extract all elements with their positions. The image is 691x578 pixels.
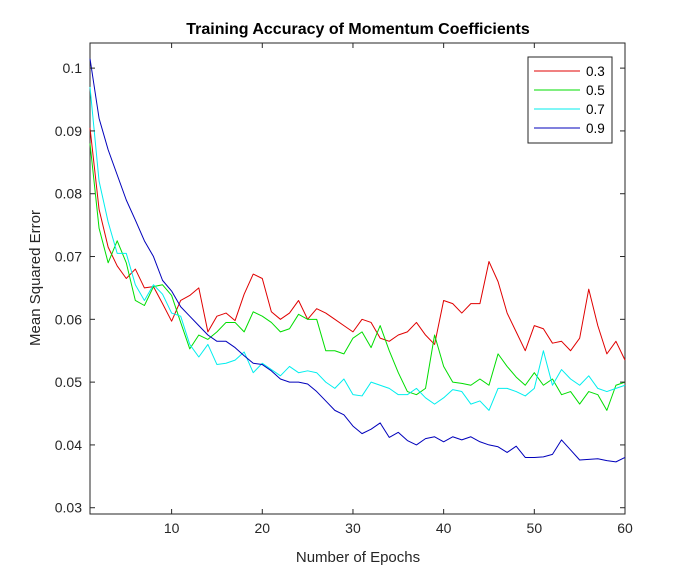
series-line-0.7 [89, 86, 626, 411]
x-tick-label: 20 [254, 520, 270, 536]
y-tick-label: 0.04 [55, 437, 82, 453]
legend-label-0.5: 0.5 [586, 83, 605, 98]
series-line-0.9 [89, 58, 626, 463]
x-tick-label: 60 [617, 520, 633, 536]
legend-label-0.9: 0.9 [586, 121, 605, 136]
legend: 0.3 0.5 0.7 0.9 [527, 56, 613, 144]
x-tick-label: 40 [436, 520, 452, 536]
y-tick-label: 0.09 [55, 123, 82, 139]
series-lines [89, 58, 626, 463]
y-axis-ticks: 0.03 0.04 0.05 0.06 0.07 0.08 0.09 0.1 [55, 60, 625, 516]
legend-label-0.7: 0.7 [586, 102, 605, 117]
x-tick-label: 50 [527, 520, 543, 536]
y-tick-label: 0.08 [55, 186, 82, 202]
chart-title: Training Accuracy of Momentum Coefficien… [186, 21, 530, 38]
y-tick-label: 0.03 [55, 500, 82, 516]
legend-label-0.3: 0.3 [586, 64, 605, 79]
y-tick-label: 0.05 [55, 374, 82, 390]
series-line-0.5 [89, 143, 626, 411]
x-tick-label: 10 [164, 520, 180, 536]
x-tick-label: 30 [345, 520, 361, 536]
y-tick-label: 0.1 [63, 60, 83, 76]
y-axis-label: Mean Squared Error [27, 210, 44, 346]
legend-items: 0.3 0.5 0.7 0.9 [534, 64, 605, 136]
y-tick-label: 0.06 [55, 311, 82, 327]
y-tick-label: 0.07 [55, 249, 82, 265]
x-axis-label: Number of Epochs [296, 549, 420, 566]
x-axis-ticks: 10 20 30 40 50 60 [164, 43, 633, 536]
